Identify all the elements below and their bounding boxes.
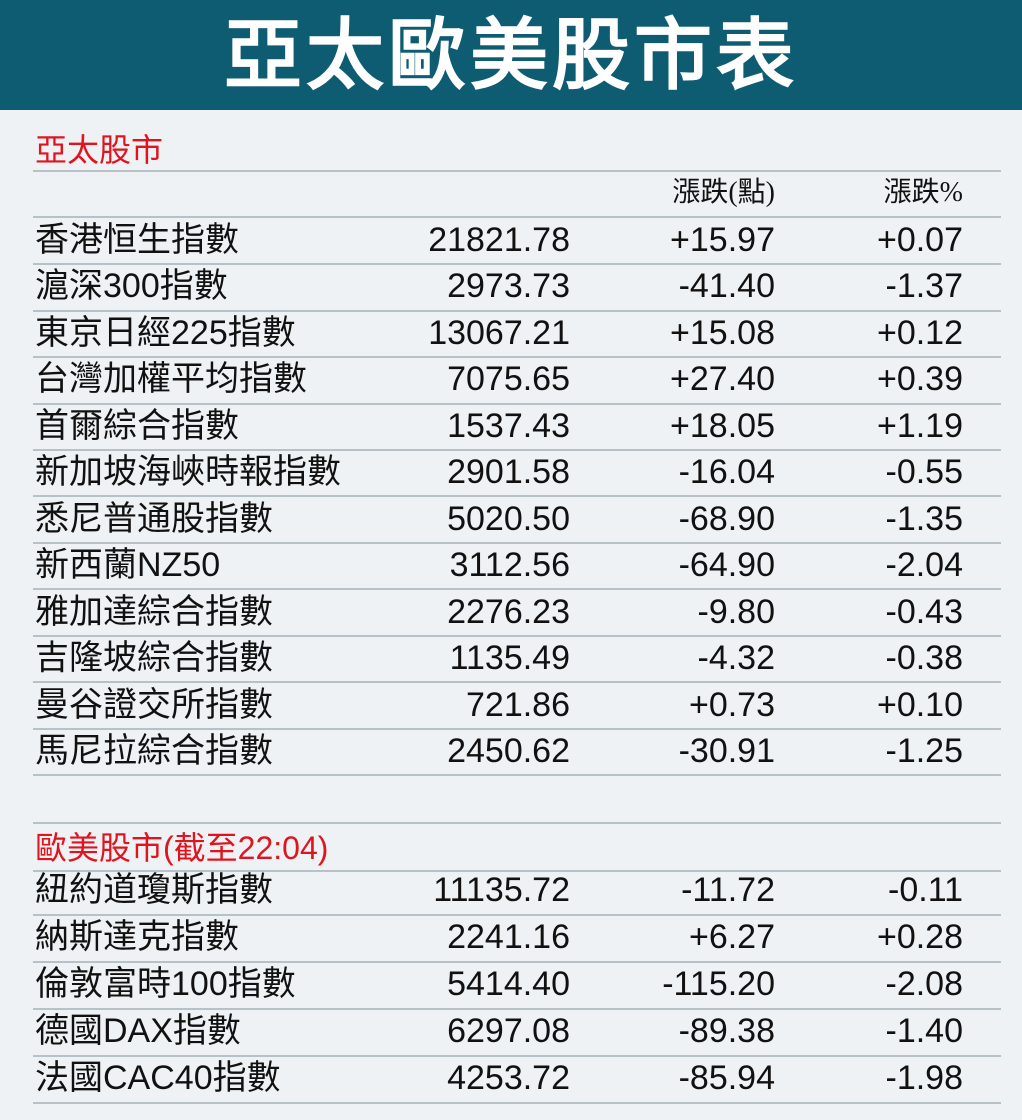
row-divider <box>33 356 1001 358</box>
cell-value: -11.72 <box>681 871 775 909</box>
cell-value: +0.28 <box>876 918 963 956</box>
cell-value: -2.04 <box>885 546 964 585</box>
index-name: 首爾綜合指數 <box>35 406 239 445</box>
row-divider <box>33 1008 1001 1010</box>
row-divider <box>33 681 1001 683</box>
index-name: 悉尼普通股指數 <box>35 499 273 538</box>
column-header: 漲跌(點) <box>672 177 775 208</box>
cell-value: -1.35 <box>885 499 964 538</box>
row-divider <box>33 542 1001 544</box>
row-divider <box>33 728 1001 730</box>
cell-value: -41.40 <box>678 267 775 306</box>
cell-value: -89.38 <box>678 1012 775 1050</box>
cell-value: +0.12 <box>876 313 963 352</box>
index-name: 法國CAC40指數 <box>35 1059 281 1097</box>
cell-value: -85.94 <box>678 1059 775 1097</box>
title: 亞太歐美股市表 <box>223 11 798 99</box>
cell-value: -1.40 <box>885 1012 964 1050</box>
cell-value: +15.97 <box>670 221 775 259</box>
index-name: 雅加達綜合指數 <box>35 592 273 631</box>
row-divider <box>33 588 1001 590</box>
row-divider <box>33 635 1001 637</box>
cell-value: -0.38 <box>885 639 964 678</box>
index-name: 台灣加權平均指數 <box>35 360 307 399</box>
section-title: 歐美股市(截至22:04) <box>35 830 329 866</box>
cell-value: -64.90 <box>678 546 775 585</box>
index-name: 吉隆坡綜合指數 <box>35 639 273 678</box>
row-divider <box>33 495 1001 497</box>
cell-value: 7075.65 <box>447 360 570 399</box>
index-name: 新加坡海峽時報指數 <box>35 453 341 492</box>
cell-value: +27.40 <box>670 360 775 399</box>
index-name: 倫敦富時100指數 <box>35 965 296 1003</box>
row-divider <box>33 170 1001 172</box>
row-divider <box>33 310 1001 312</box>
row-divider <box>33 961 1001 963</box>
cell-value: +1.19 <box>876 406 963 445</box>
cell-value: 721.86 <box>466 685 570 724</box>
row-divider <box>33 449 1001 451</box>
row-divider <box>33 870 1001 872</box>
cell-value: -68.90 <box>678 499 775 538</box>
cell-value: 6297.08 <box>447 1012 570 1050</box>
row-divider <box>33 914 1001 916</box>
row-divider <box>33 1055 1001 1057</box>
cell-value: 4253.72 <box>447 1059 570 1097</box>
index-name: 曼谷證交所指數 <box>35 685 273 724</box>
cell-value: 11135.72 <box>433 871 570 909</box>
cell-value: +0.07 <box>876 221 963 259</box>
cell-value: -0.55 <box>885 453 964 492</box>
cell-value: -30.91 <box>678 731 775 770</box>
cell-value: -9.80 <box>697 592 776 631</box>
index-name: 納斯達克指數 <box>35 918 239 956</box>
cell-value: 2973.73 <box>447 267 570 306</box>
index-name: 馬尼拉綜合指數 <box>35 731 273 770</box>
cell-value: -1.37 <box>885 267 964 306</box>
cell-value: +0.73 <box>688 685 775 724</box>
cell-value: 13067.21 <box>428 313 570 352</box>
cell-value: 5020.50 <box>447 499 570 538</box>
index-name: 德國DAX指數 <box>35 1012 241 1050</box>
cell-value: -2.08 <box>885 965 964 1003</box>
cell-value: 1135.49 <box>449 639 570 678</box>
cell-value: -1.98 <box>885 1059 964 1097</box>
row-divider <box>33 822 1001 824</box>
cell-value: -4.32 <box>697 639 776 678</box>
cell-value: 3112.56 <box>449 546 570 585</box>
index-name: 新西蘭NZ50 <box>35 546 221 585</box>
cell-value: +0.10 <box>876 685 963 724</box>
cell-value: 2450.62 <box>447 731 570 770</box>
cell-value: +0.39 <box>876 360 963 399</box>
section-title: 亞太股市 <box>35 132 164 168</box>
cell-value: 2241.16 <box>447 918 570 956</box>
column-header: 漲跌% <box>883 177 963 208</box>
cell-value: 1537.43 <box>447 406 570 445</box>
cell-value: -0.11 <box>888 871 963 909</box>
cell-value: -115.20 <box>662 965 775 1003</box>
index-name: 香港恒生指數 <box>35 221 239 259</box>
index-name: 滬深300指數 <box>35 267 228 306</box>
row-divider <box>33 216 1001 218</box>
index-name: 紐約道瓊斯指數 <box>35 871 273 909</box>
cell-value: +15.08 <box>670 313 775 352</box>
index-name: 東京日經225指數 <box>35 313 296 352</box>
row-divider <box>33 774 1001 776</box>
cell-value: +6.27 <box>688 918 775 956</box>
cell-value: +18.05 <box>670 406 775 445</box>
cell-value: 5414.40 <box>447 965 570 1003</box>
cell-value: 2901.58 <box>447 453 570 492</box>
cell-value: -1.25 <box>885 731 964 770</box>
row-divider <box>33 263 1001 265</box>
row-divider <box>33 403 1001 405</box>
cell-value: 21821.78 <box>428 221 570 259</box>
cell-value: -16.04 <box>678 453 775 492</box>
row-divider <box>33 1102 1001 1104</box>
cell-value: -0.43 <box>885 592 964 631</box>
cell-value: 2276.23 <box>447 592 570 631</box>
title-bar: 亞太歐美股市表 <box>0 0 1022 110</box>
